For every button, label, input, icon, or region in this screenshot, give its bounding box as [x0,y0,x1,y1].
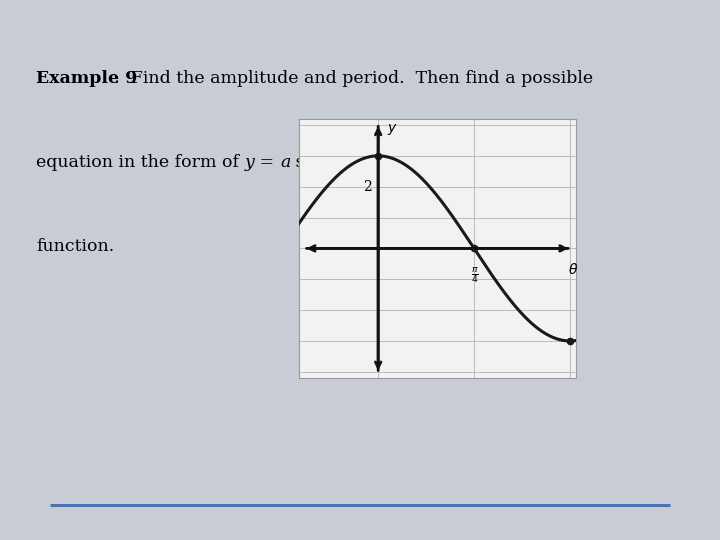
Text: cos: cos [425,154,464,171]
Text: 2: 2 [363,180,372,194]
Text: =: = [254,154,280,171]
Text: Example 9: Example 9 [36,70,138,87]
Text: equation in the form of: equation in the form of [36,154,245,171]
Text: $\frac{\pi}{4}$: $\frac{\pi}{4}$ [472,265,480,285]
Text: bθ: bθ [464,154,487,171]
Text: or: or [348,154,379,171]
Text: y: y [379,154,389,171]
Text: sin: sin [290,154,327,171]
Text: a: a [280,154,290,171]
Text: for the: for the [487,154,551,171]
Text: function.: function. [36,238,114,254]
Text: :  Find the amplitude and period.  Then find a possible: : Find the amplitude and period. Then fi… [114,70,593,87]
Text: $\theta$: $\theta$ [569,262,579,277]
Text: bθ: bθ [327,154,348,171]
Text: y: y [245,154,254,171]
Text: =: = [389,154,414,171]
Text: $y$: $y$ [387,122,397,137]
Text: a: a [414,154,425,171]
